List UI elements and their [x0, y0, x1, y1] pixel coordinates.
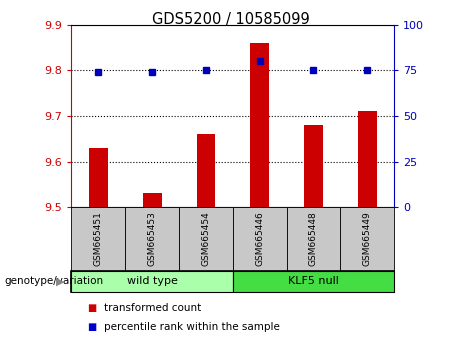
Bar — [340, 207, 394, 271]
Bar — [71, 271, 233, 292]
Text: GSM665446: GSM665446 — [255, 212, 264, 266]
Bar — [233, 271, 394, 292]
Text: ▶: ▶ — [56, 276, 64, 286]
Text: percentile rank within the sample: percentile rank within the sample — [104, 322, 280, 332]
Text: KLF5 null: KLF5 null — [288, 276, 339, 286]
Bar — [143, 193, 161, 207]
Bar — [304, 125, 323, 207]
Bar — [358, 112, 377, 207]
Bar — [71, 207, 125, 271]
Text: GSM665454: GSM665454 — [201, 212, 210, 266]
Text: ■: ■ — [88, 303, 97, 313]
Text: GSM665449: GSM665449 — [363, 212, 372, 266]
Text: GSM665448: GSM665448 — [309, 212, 318, 266]
Text: wild type: wild type — [127, 276, 177, 286]
Text: transformed count: transformed count — [104, 303, 201, 313]
Bar — [233, 207, 287, 271]
Bar — [196, 134, 215, 207]
Bar — [125, 207, 179, 271]
Bar — [89, 148, 108, 207]
Text: ■: ■ — [88, 322, 97, 332]
Bar — [250, 43, 269, 207]
Text: genotype/variation: genotype/variation — [5, 276, 104, 286]
Bar — [179, 207, 233, 271]
Bar — [287, 207, 340, 271]
Text: GSM665451: GSM665451 — [94, 211, 103, 267]
Text: GSM665453: GSM665453 — [148, 211, 157, 267]
Text: GDS5200 / 10585099: GDS5200 / 10585099 — [152, 12, 309, 27]
